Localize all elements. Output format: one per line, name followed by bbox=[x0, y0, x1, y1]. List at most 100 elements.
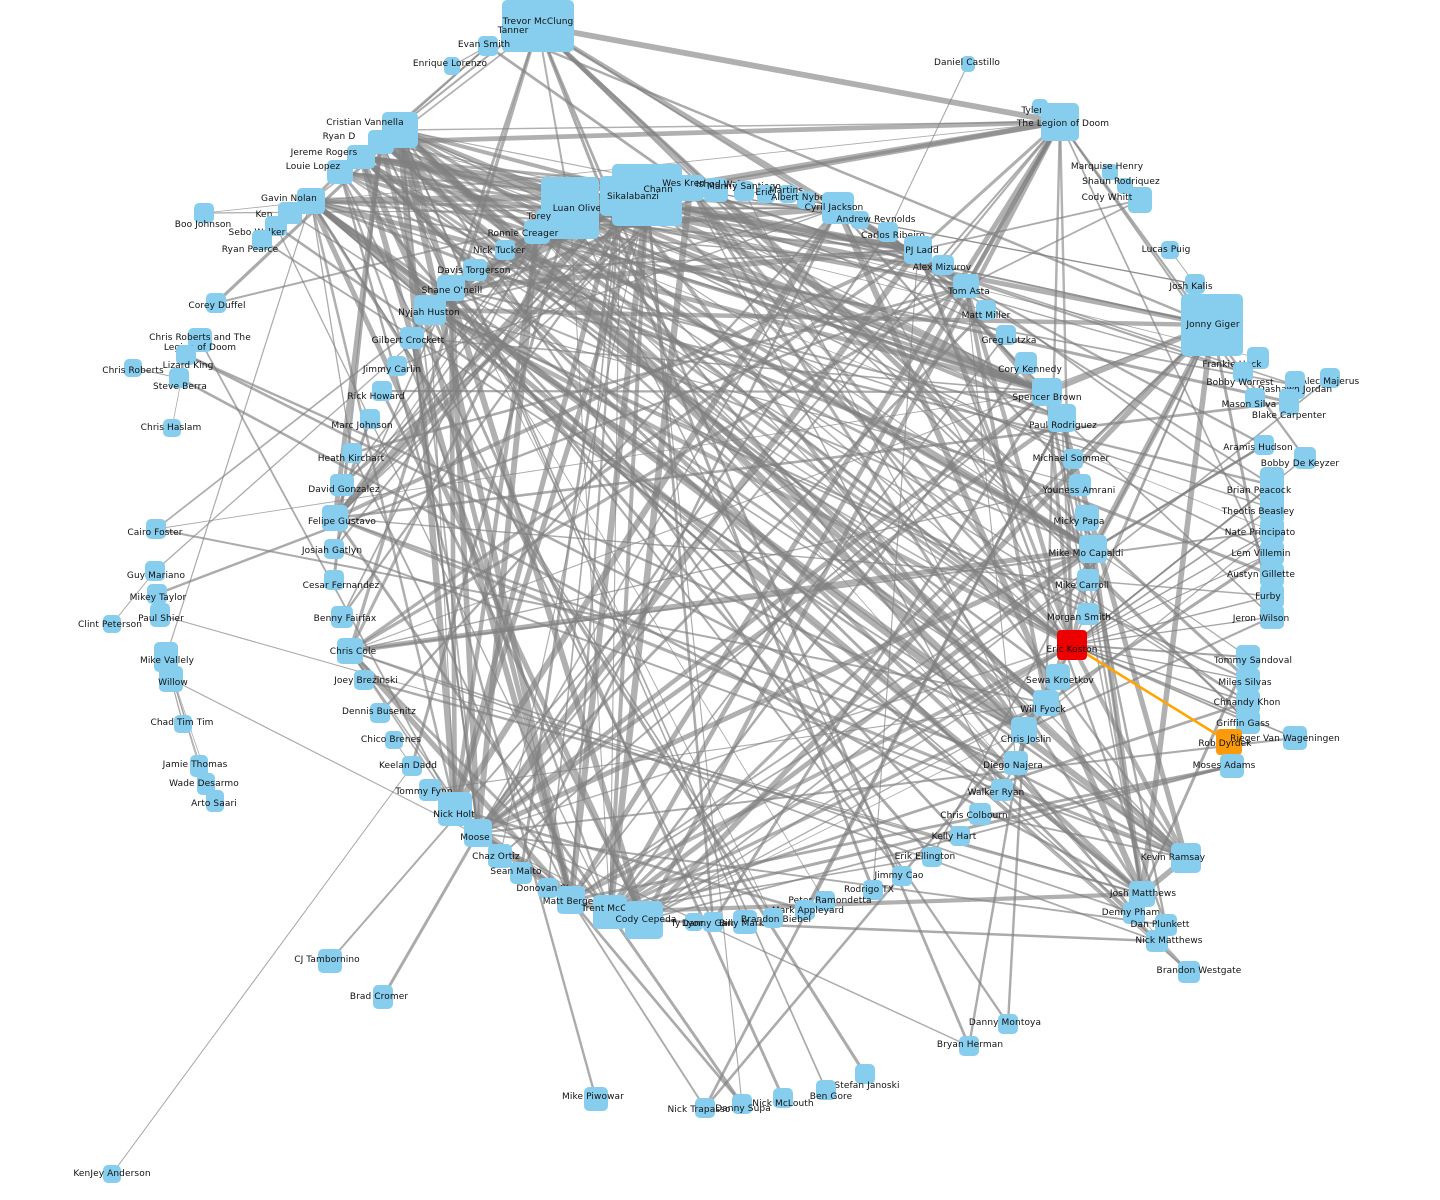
graph-node[interactable] bbox=[1181, 294, 1243, 356]
graph-node[interactable] bbox=[779, 185, 797, 203]
graph-node[interactable] bbox=[1015, 352, 1037, 374]
graph-node[interactable] bbox=[1057, 630, 1087, 660]
graph-node[interactable] bbox=[463, 259, 487, 281]
graph-node[interactable] bbox=[969, 803, 991, 825]
graph-node[interactable] bbox=[584, 1087, 608, 1111]
graph-node[interactable] bbox=[1233, 362, 1253, 382]
graph-node[interactable] bbox=[685, 913, 703, 931]
graph-node[interactable] bbox=[1161, 241, 1179, 259]
graph-node[interactable] bbox=[733, 910, 757, 934]
graph-node[interactable] bbox=[922, 847, 942, 867]
graph-node[interactable] bbox=[252, 230, 272, 250]
graph-node[interactable] bbox=[1123, 902, 1145, 924]
graph-node[interactable] bbox=[1079, 535, 1107, 563]
graph-node[interactable] bbox=[324, 539, 344, 559]
graph-node[interactable] bbox=[197, 773, 215, 795]
graph-node[interactable] bbox=[444, 57, 460, 75]
graph-node[interactable] bbox=[373, 985, 393, 1009]
graph-node[interactable] bbox=[851, 211, 869, 229]
graph-node[interactable] bbox=[322, 505, 348, 531]
graph-node[interactable] bbox=[593, 895, 627, 929]
graph-node[interactable] bbox=[330, 474, 354, 496]
graph-node[interactable] bbox=[959, 1036, 979, 1056]
graph-node[interactable] bbox=[337, 638, 363, 664]
graph-node[interactable] bbox=[194, 203, 214, 223]
graph-node[interactable] bbox=[318, 949, 342, 973]
graph-node[interactable] bbox=[695, 1098, 715, 1118]
graph-node[interactable] bbox=[991, 779, 1013, 801]
graph-node[interactable] bbox=[1041, 103, 1079, 141]
graph-node[interactable] bbox=[372, 381, 392, 401]
graph-node[interactable] bbox=[1178, 961, 1200, 983]
graph-node[interactable] bbox=[600, 176, 640, 216]
graph-node[interactable] bbox=[855, 1064, 875, 1084]
graph-node[interactable] bbox=[495, 240, 515, 260]
graph-node[interactable] bbox=[327, 160, 353, 184]
graph-node[interactable] bbox=[1032, 378, 1062, 406]
graph-node[interactable] bbox=[734, 181, 754, 201]
graph-node[interactable] bbox=[704, 178, 728, 202]
graph-node[interactable] bbox=[773, 1088, 793, 1108]
graph-node[interactable] bbox=[815, 891, 835, 911]
graph-node[interactable] bbox=[950, 826, 970, 846]
graph-node[interactable] bbox=[1048, 404, 1076, 432]
graph-node[interactable] bbox=[1279, 389, 1299, 415]
graph-node[interactable] bbox=[1236, 645, 1260, 669]
graph-node[interactable] bbox=[1260, 563, 1284, 587]
graph-node[interactable] bbox=[1283, 726, 1307, 750]
graph-node[interactable] bbox=[174, 715, 192, 733]
graph-node[interactable] bbox=[625, 901, 663, 939]
graph-node[interactable] bbox=[464, 819, 492, 847]
graph-node[interactable] bbox=[385, 731, 403, 749]
graph-node[interactable] bbox=[150, 603, 170, 627]
graph-node[interactable] bbox=[1260, 605, 1284, 629]
graph-node[interactable] bbox=[763, 908, 783, 928]
graph-node[interactable] bbox=[1236, 668, 1260, 692]
graph-node[interactable] bbox=[1033, 690, 1059, 716]
graph-node[interactable] bbox=[124, 359, 142, 377]
graph-node[interactable] bbox=[400, 327, 424, 349]
graph-node[interactable] bbox=[145, 561, 165, 581]
graph-node[interactable] bbox=[501, 25, 525, 47]
graph-node[interactable] bbox=[510, 862, 532, 884]
graph-node[interactable] bbox=[541, 177, 599, 239]
graph-node[interactable] bbox=[1260, 518, 1284, 544]
graph-node[interactable] bbox=[1320, 368, 1340, 388]
graph-node[interactable] bbox=[1220, 754, 1244, 778]
graph-node[interactable] bbox=[147, 584, 167, 604]
graph-node[interactable] bbox=[370, 703, 390, 723]
graph-node[interactable] bbox=[1004, 751, 1028, 775]
graph-node[interactable] bbox=[932, 255, 954, 275]
graph-node[interactable] bbox=[206, 790, 224, 812]
graph-node[interactable] bbox=[176, 345, 196, 365]
graph-node[interactable] bbox=[996, 325, 1016, 345]
graph-node[interactable] bbox=[1294, 447, 1316, 469]
graph-node[interactable] bbox=[1260, 584, 1284, 608]
graph-node[interactable] bbox=[1254, 435, 1274, 455]
graph-node[interactable] bbox=[1069, 474, 1091, 496]
graph-node[interactable] bbox=[402, 756, 422, 776]
graph-node[interactable] bbox=[863, 880, 883, 900]
graph-node[interactable] bbox=[478, 36, 498, 56]
graph-node[interactable] bbox=[360, 409, 380, 429]
graph-node[interactable] bbox=[1011, 717, 1037, 743]
graph-node[interactable] bbox=[1146, 930, 1168, 952]
graph-node[interactable] bbox=[159, 666, 183, 692]
graph-node[interactable] bbox=[732, 1094, 752, 1114]
graph-node[interactable] bbox=[1171, 843, 1201, 873]
graph-node[interactable] bbox=[1077, 569, 1099, 591]
graph-node[interactable] bbox=[1063, 449, 1083, 469]
graph-node[interactable] bbox=[953, 274, 979, 298]
graph-node[interactable] bbox=[878, 222, 898, 242]
graph-node[interactable] bbox=[1216, 729, 1242, 755]
graph-node[interactable] bbox=[524, 220, 550, 244]
graph-node[interactable] bbox=[822, 192, 854, 224]
graph-node[interactable] bbox=[976, 300, 996, 320]
graph-node[interactable] bbox=[103, 1165, 121, 1183]
graph-node[interactable] bbox=[342, 443, 362, 463]
graph-node[interactable] bbox=[324, 570, 344, 590]
graph-node[interactable] bbox=[998, 1014, 1018, 1034]
graph-node[interactable] bbox=[488, 844, 512, 868]
graph-node[interactable] bbox=[795, 900, 815, 920]
graph-node[interactable] bbox=[103, 615, 121, 633]
